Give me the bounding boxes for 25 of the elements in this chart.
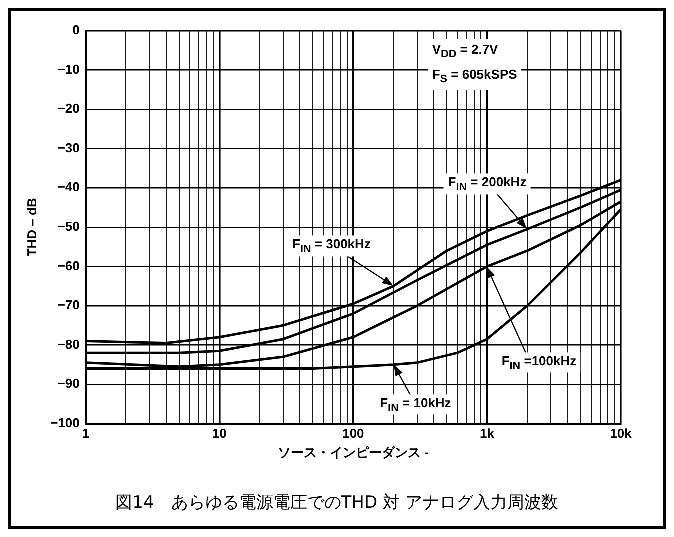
y-tick-label: −10 — [58, 62, 80, 77]
annotation: F$_{IN}$ = 200kHz — [444, 174, 531, 195]
annotation: F$_{IN}$ =100kHz — [498, 352, 581, 373]
y-tick-label: −40 — [58, 180, 80, 195]
annotation: F$_{IN}$ = 10kHz — [376, 394, 456, 416]
x-tick-label: 1k — [480, 426, 496, 442]
x-tick-label: 10 — [212, 426, 227, 442]
text: 図14 あらゆる電源電圧でのTHD 対 アナログ入力周波数 — [114, 492, 560, 514]
x-axis-title: ソース・インピーダンス - — [278, 444, 429, 460]
y-tick-label: −60 — [58, 258, 80, 274]
annotation: F$_{S}$ = 605kSPS — [432, 66, 518, 88]
y-tick-label: 0 — [72, 22, 80, 38]
y-tick-label: −50 — [58, 218, 80, 234]
y-tick-label: −20 — [58, 101, 80, 116]
y-tick-label: −100 — [50, 415, 80, 430]
y-tick-label: −80 — [58, 336, 80, 352]
annotation: F$_{IN}$ = 300kHz — [288, 236, 375, 257]
annotation: V$_{DD}$ = 2.7V — [432, 41, 500, 63]
x-tick-label: 10k — [610, 426, 633, 442]
x-tick-label: 1 — [82, 426, 90, 442]
y-tick-label: −70 — [58, 298, 80, 313]
x-tick-label: 100 — [342, 426, 364, 442]
y-tick-label: −30 — [58, 140, 80, 156]
y-axis-title: THD – dB — [24, 198, 40, 257]
y-tick-label: −90 — [58, 376, 80, 392]
